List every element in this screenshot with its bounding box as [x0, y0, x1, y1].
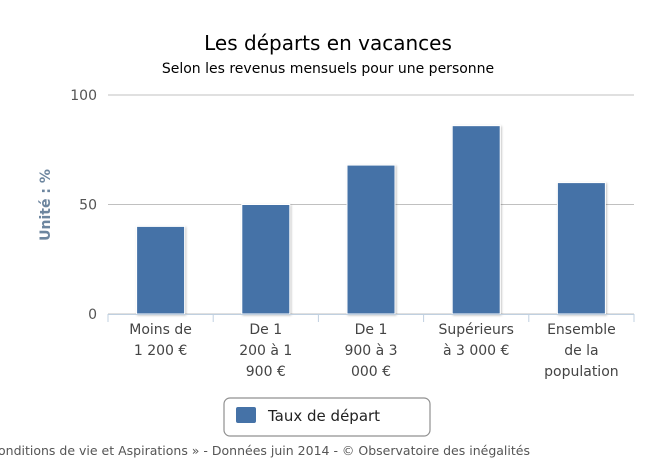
legend-box — [223, 397, 431, 437]
credit-text: onditions de vie et Aspirations » - Donn… — [0, 443, 530, 458]
y-tick-label: 50 — [79, 198, 97, 214]
bars — [136, 125, 606, 315]
legend[interactable]: Taux de départ — [223, 397, 431, 437]
bar[interactable] — [556, 182, 606, 315]
bar[interactable] — [136, 225, 186, 315]
legend-item-label[interactable]: Taux de départ — [267, 407, 380, 425]
bar[interactable] — [346, 164, 396, 315]
x-category-label: De 1 200 à 1 900 € — [239, 322, 292, 380]
y-axis-ticks: 0 50 100 — [70, 88, 97, 323]
x-category-label: Moins de 1 200 € — [129, 322, 192, 359]
legend-swatch — [236, 407, 256, 423]
chart-subtitle: Selon les revenus mensuels pour une pers… — [162, 61, 494, 77]
x-category-label: De 1 900 à 3 000 € — [344, 322, 397, 380]
y-axis-label: Unité : % — [38, 169, 54, 241]
chart-title: Les départs en vacances — [204, 31, 452, 55]
x-axis-categories: Moins de 1 200 € De 1 200 à 1 900 € De 1 900 à… — [129, 322, 618, 380]
y-tick-label: 0 — [88, 307, 97, 323]
x-axis — [107, 314, 635, 322]
y-tick-label: 100 — [70, 88, 97, 104]
bar[interactable] — [451, 125, 501, 315]
x-category-label: Ensemble de la population — [544, 322, 619, 380]
bar[interactable] — [241, 204, 291, 315]
x-category-label: Supérieurs à 3 000 € — [438, 322, 513, 359]
